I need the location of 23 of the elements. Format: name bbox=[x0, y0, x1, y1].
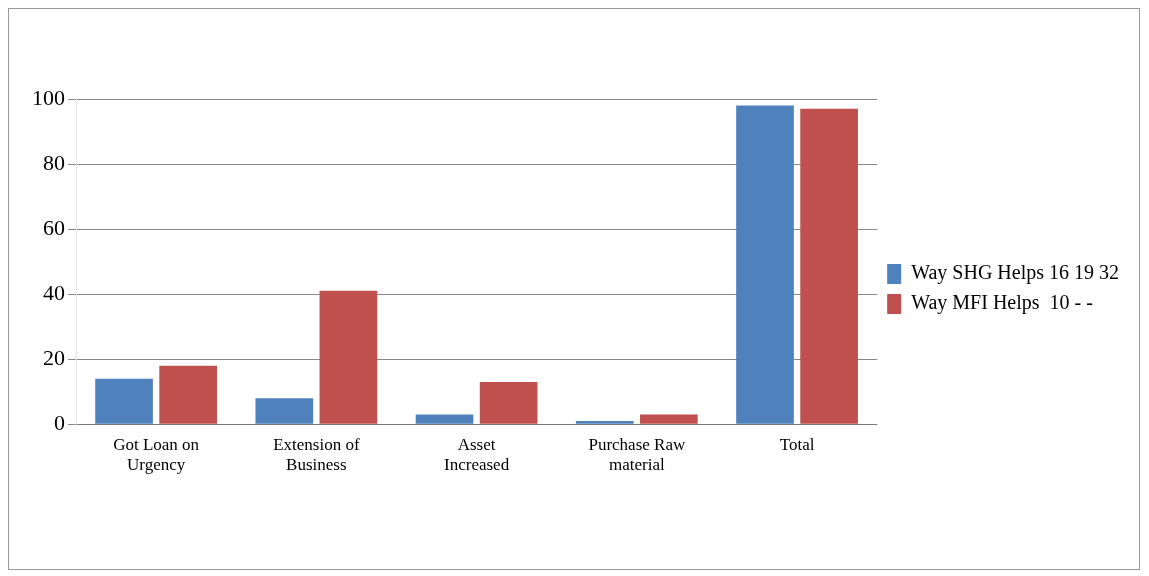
bar bbox=[479, 381, 538, 424]
bar bbox=[415, 414, 474, 424]
y-tick-label: 40 bbox=[43, 279, 65, 305]
bar bbox=[159, 365, 218, 424]
bar bbox=[736, 105, 794, 424]
x-tick-label: Extension of Business bbox=[273, 434, 360, 475]
bar bbox=[800, 108, 858, 424]
y-tick-label: 0 bbox=[54, 409, 65, 435]
legend-label: Way MFI Helps 10 - - bbox=[911, 291, 1093, 315]
x-tick-label: Total bbox=[779, 434, 815, 454]
legend-label: Way SHG Helps 16 19 32 bbox=[911, 261, 1120, 285]
bar bbox=[95, 378, 153, 424]
y-tick-label: 80 bbox=[43, 149, 65, 175]
y-tick-label: 20 bbox=[43, 344, 65, 370]
bar bbox=[319, 290, 378, 424]
y-tick-label: 100 bbox=[32, 84, 65, 110]
x-tick-label: Got Loan on Urgency bbox=[113, 434, 200, 475]
x-tick-label: Asset Increased bbox=[444, 434, 510, 475]
bar bbox=[575, 420, 634, 424]
y-tick-label: 60 bbox=[43, 214, 65, 240]
bar bbox=[255, 398, 314, 424]
x-tick-label: Purchase Raw material bbox=[588, 434, 686, 475]
bar bbox=[640, 414, 698, 424]
